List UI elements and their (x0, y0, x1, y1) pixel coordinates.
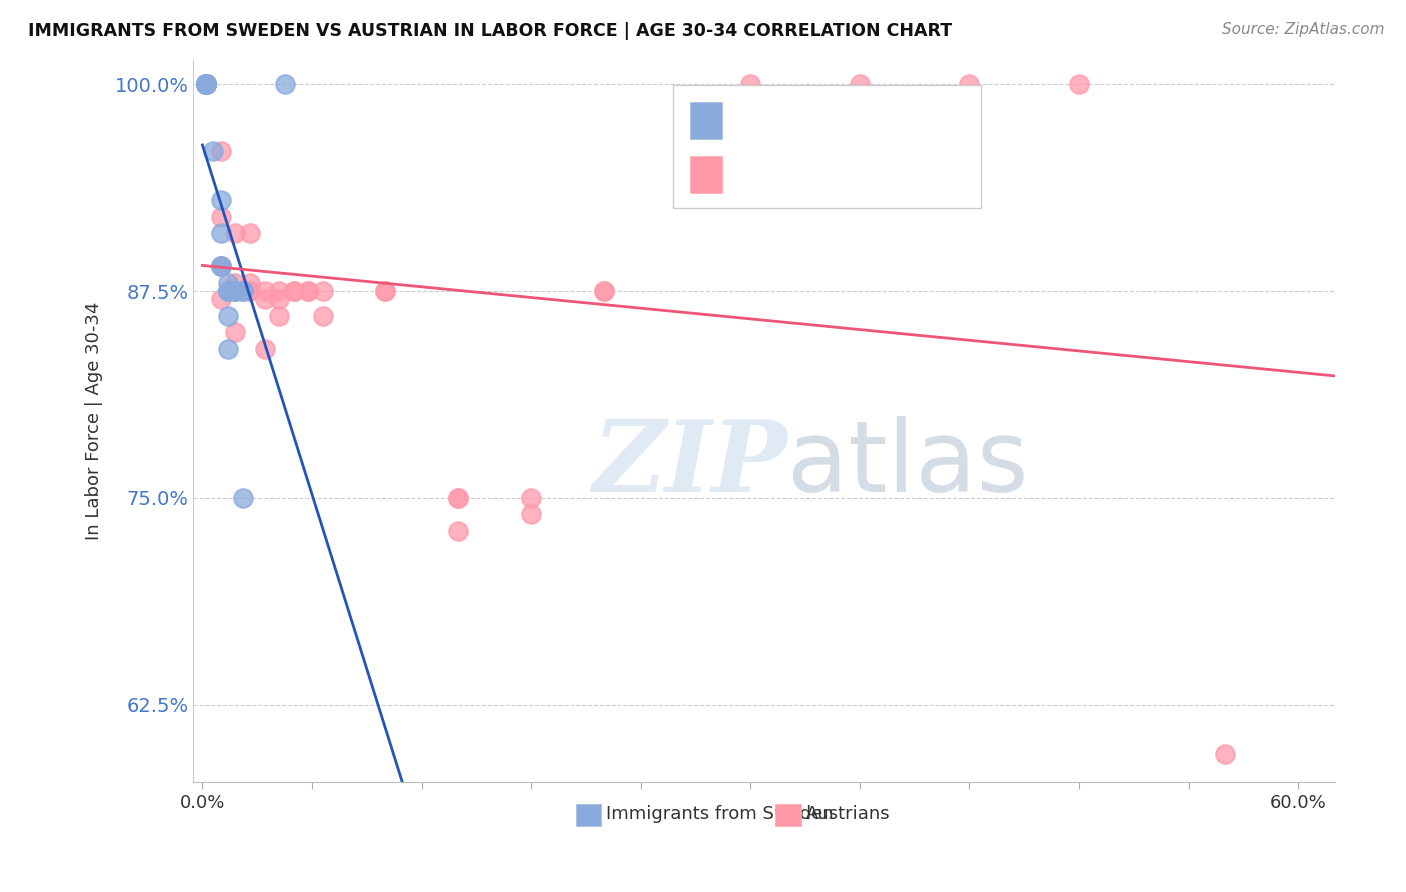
Point (297, 284, 319, 298)
Point (217, 276, 239, 290)
Point (224, 284, 246, 298)
Text: Austrians: Austrians (806, 805, 891, 823)
Text: R = 0.373   N = 27: R = 0.373 N = 27 (733, 107, 931, 128)
Point (195, 78, 218, 92)
Point (217, 309, 239, 323)
Point (269, 309, 291, 323)
Point (232, 284, 254, 298)
Point (224, 284, 246, 298)
Point (312, 284, 335, 298)
Bar (575, 804, 600, 826)
Y-axis label: In Labor Force | Age 30-34: In Labor Force | Age 30-34 (86, 301, 103, 541)
Point (447, 491, 470, 505)
Point (447, 491, 470, 505)
Point (209, 226, 232, 240)
Point (195, 78, 218, 92)
Point (283, 284, 305, 298)
Point (520, 508, 543, 522)
Point (273, 78, 295, 92)
Point (253, 293, 276, 307)
Point (217, 342, 239, 356)
Point (312, 309, 335, 323)
Point (239, 284, 262, 298)
Point (195, 78, 218, 92)
Point (195, 78, 218, 92)
Point (239, 276, 262, 290)
Point (195, 78, 218, 92)
Point (195, 78, 218, 92)
Point (217, 284, 239, 298)
Point (224, 326, 246, 340)
Point (224, 284, 246, 298)
Point (593, 284, 616, 298)
Bar (690, 102, 721, 139)
Text: Immigrants from Sweden: Immigrants from Sweden (606, 805, 834, 823)
Point (849, 78, 872, 92)
Point (520, 491, 543, 505)
Point (195, 78, 218, 92)
Point (217, 284, 239, 298)
Point (209, 193, 232, 207)
Point (224, 226, 246, 240)
Point (209, 144, 232, 158)
Point (224, 284, 246, 298)
Point (202, 144, 225, 158)
Text: IMMIGRANTS FROM SWEDEN VS AUSTRIAN IN LABOR FORCE | AGE 30-34 CORRELATION CHART: IMMIGRANTS FROM SWEDEN VS AUSTRIAN IN LA… (28, 22, 952, 40)
Text: R = 0.513   N = 42: R = 0.513 N = 42 (733, 163, 931, 183)
Point (1213, 747, 1236, 761)
Point (374, 284, 396, 298)
Point (269, 293, 291, 307)
Point (209, 210, 232, 224)
Point (224, 276, 246, 290)
Text: Source: ZipAtlas.com: Source: ZipAtlas.com (1222, 22, 1385, 37)
Point (217, 284, 239, 298)
Point (959, 78, 981, 92)
Point (740, 78, 762, 92)
Bar (776, 804, 800, 826)
Point (209, 260, 232, 274)
Point (239, 284, 262, 298)
Point (195, 78, 218, 92)
Point (195, 78, 218, 92)
FancyBboxPatch shape (672, 85, 981, 208)
Point (253, 342, 276, 356)
Point (232, 284, 254, 298)
Point (209, 293, 232, 307)
Point (209, 260, 232, 274)
Point (269, 284, 291, 298)
Point (297, 284, 319, 298)
Bar (690, 156, 721, 194)
Point (374, 284, 396, 298)
Point (195, 78, 218, 92)
Point (209, 260, 232, 274)
Text: atlas: atlas (787, 416, 1028, 513)
Point (253, 284, 276, 298)
Point (283, 284, 305, 298)
Point (232, 491, 254, 505)
Point (195, 78, 218, 92)
Point (593, 284, 616, 298)
Point (195, 78, 218, 92)
Point (195, 78, 218, 92)
Point (447, 524, 470, 538)
Text: ZIP: ZIP (592, 416, 787, 513)
Point (1067, 78, 1090, 92)
Point (239, 226, 262, 240)
